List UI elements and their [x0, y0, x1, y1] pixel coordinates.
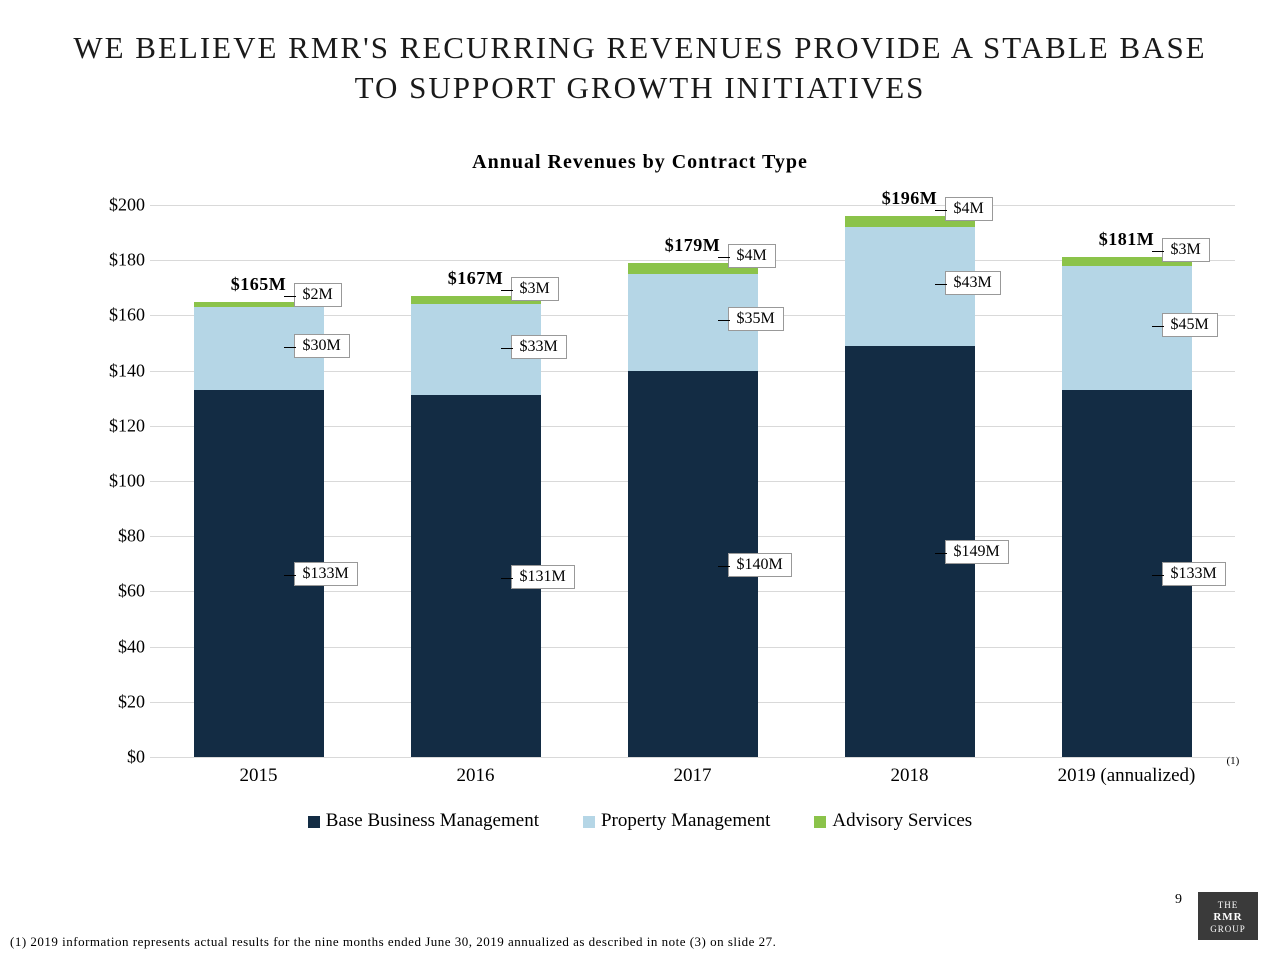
plot-region: $0$20$40$60$80$100$120$140$160$180$200$1…: [150, 205, 1235, 757]
y-axis-tick-label: $20: [95, 691, 145, 712]
y-axis-tick-label: $180: [95, 250, 145, 271]
value-callout: $3M: [511, 277, 559, 301]
leader-line: [1152, 575, 1164, 576]
gridline: [150, 757, 1235, 758]
value-callout: $4M: [728, 244, 776, 268]
leader-line: [284, 296, 296, 297]
x-axis-label: 2015: [240, 765, 278, 787]
value-callout: $133M: [1162, 562, 1226, 586]
x-axis: 20152016201720182019 (annualized)(1): [150, 765, 1235, 795]
leader-line: [1152, 326, 1164, 327]
value-callout: $149M: [945, 540, 1009, 564]
title-line-2: TO SUPPORT GROWTH INITIATIVES: [355, 70, 926, 105]
value-callout: $133M: [294, 562, 358, 586]
leader-line: [501, 348, 513, 349]
legend-label: Property Management: [601, 810, 770, 831]
y-axis-tick-label: $140: [95, 360, 145, 381]
page-number: 9: [1175, 892, 1182, 908]
y-axis-tick-label: $160: [95, 305, 145, 326]
y-axis-tick-label: $100: [95, 471, 145, 492]
bar-group: $165M: [194, 302, 324, 757]
y-axis-tick-label: $80: [95, 526, 145, 547]
x-axis-label: 2017: [674, 765, 712, 787]
leader-line: [501, 290, 513, 291]
value-callout: $33M: [511, 335, 567, 359]
y-axis-tick-label: $200: [95, 195, 145, 216]
leader-line: [284, 575, 296, 576]
y-axis-tick-label: $0: [95, 747, 145, 768]
leader-line: [935, 284, 947, 285]
leader-line: [935, 210, 947, 211]
legend-swatch: [583, 816, 595, 828]
legend-label: Base Business Management: [326, 810, 539, 831]
leader-line: [935, 553, 947, 554]
chart-title: Annual Revenues by Contract Type: [0, 151, 1280, 174]
logo-line-2: RMR: [1198, 911, 1258, 924]
leader-line: [284, 347, 296, 348]
value-callout: $4M: [945, 197, 993, 221]
footnote: (1) 2019 information represents actual r…: [10, 934, 776, 950]
y-axis-tick-label: $120: [95, 415, 145, 436]
y-axis-tick-label: $60: [95, 581, 145, 602]
legend: Base Business Management Property Managem…: [0, 810, 1280, 832]
value-callout: $30M: [294, 334, 350, 358]
y-axis-tick-label: $40: [95, 636, 145, 657]
bar-group: $179M: [628, 263, 758, 757]
value-callout: $131M: [511, 565, 575, 589]
x-axis-label: 2019 (annualized): [1058, 765, 1196, 787]
bar-group: $196M: [845, 216, 975, 757]
logo-line-1: THE: [1198, 900, 1258, 911]
slide-title: WE BELIEVE RMR'S RECURRING REVENUES PROV…: [0, 0, 1280, 109]
legend-label: Advisory Services: [832, 810, 972, 831]
title-line-1: WE BELIEVE RMR'S RECURRING REVENUES PROV…: [73, 30, 1206, 65]
legend-item: Advisory Services: [814, 810, 972, 832]
value-callout: $35M: [728, 307, 784, 331]
legend-item: Base Business Management: [308, 810, 539, 832]
leader-line: [718, 566, 730, 567]
leader-line: [1152, 251, 1164, 252]
legend-item: Property Management: [583, 810, 770, 832]
logo-line-3: GROUP: [1198, 924, 1258, 935]
x-axis-label: 2018: [891, 765, 929, 787]
value-callout: $43M: [945, 271, 1001, 295]
value-callout: $3M: [1162, 238, 1210, 262]
legend-swatch: [814, 816, 826, 828]
x-axis-label: 2016: [457, 765, 495, 787]
chart-area: $0$20$40$60$80$100$120$140$160$180$200$1…: [95, 205, 1235, 760]
value-callout: $2M: [294, 283, 342, 307]
leader-line: [718, 320, 730, 321]
leader-line: [501, 578, 513, 579]
bar-group: $167M: [411, 296, 541, 757]
value-callout: $45M: [1162, 313, 1218, 337]
leader-line: [718, 257, 730, 258]
gridline: [150, 205, 1235, 206]
value-callout: $140M: [728, 553, 792, 577]
rmr-logo: THE RMR GROUP: [1198, 892, 1258, 940]
x-axis-superscript: (1): [1227, 755, 1240, 767]
legend-swatch: [308, 816, 320, 828]
